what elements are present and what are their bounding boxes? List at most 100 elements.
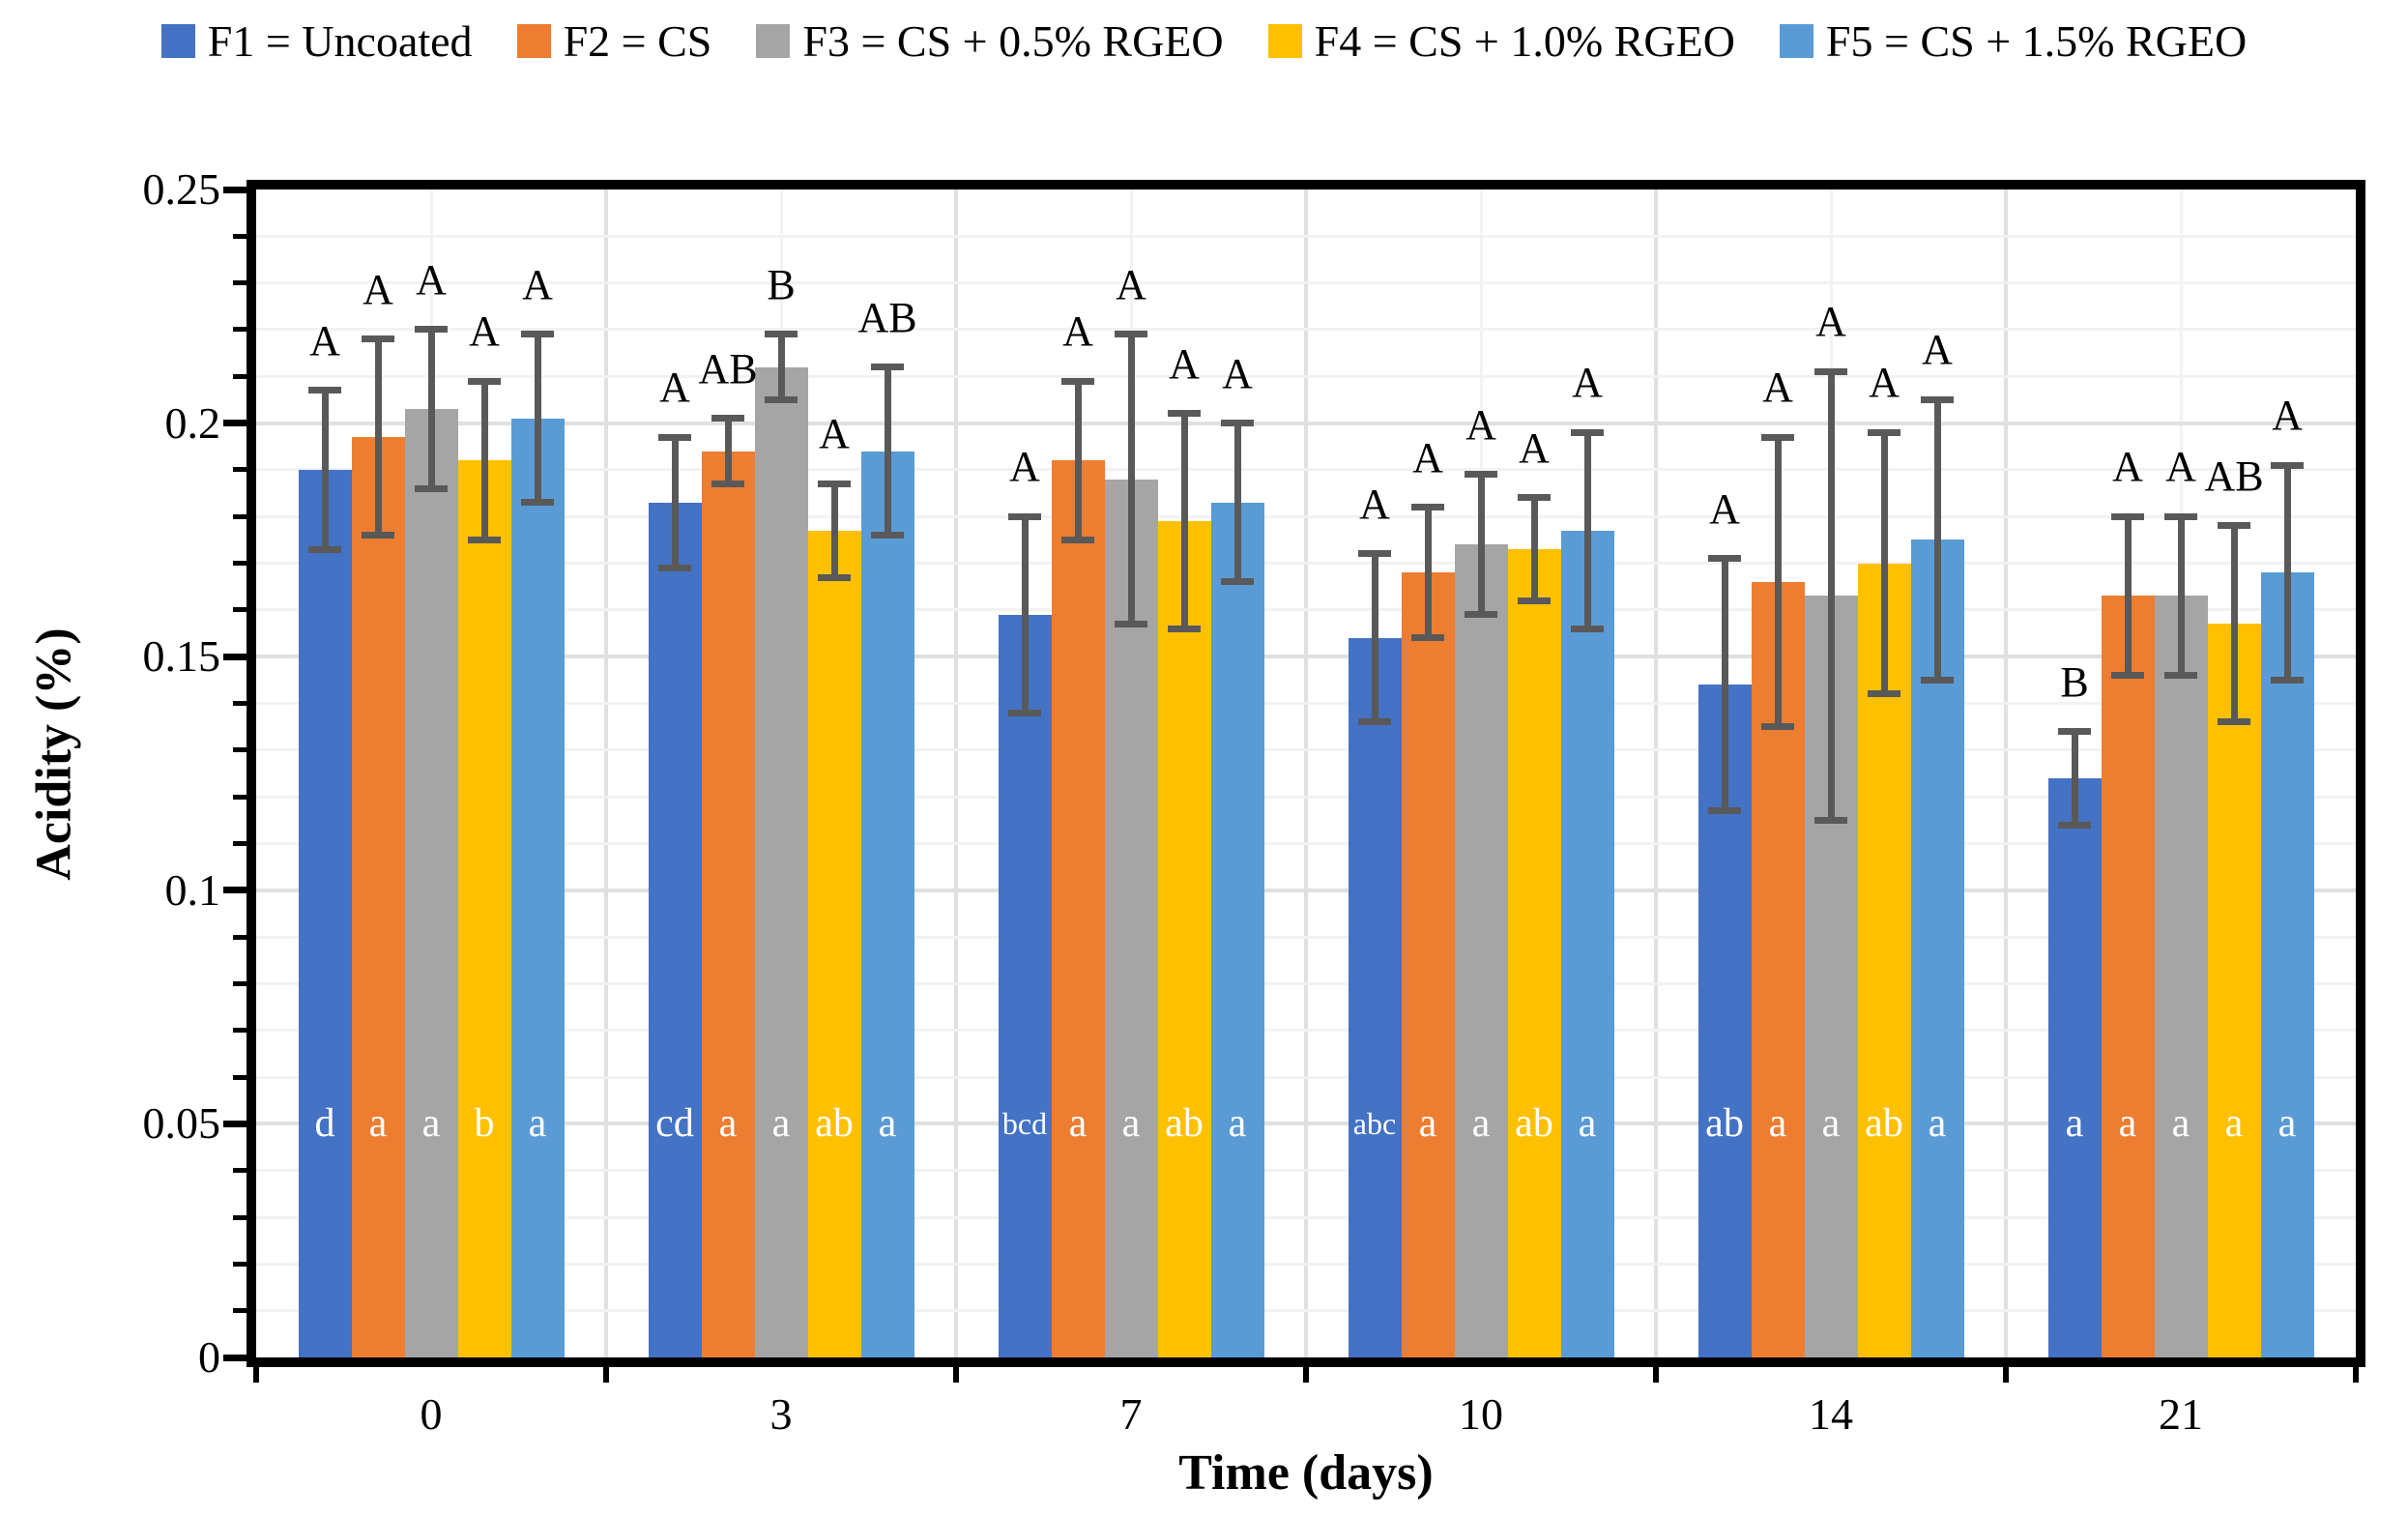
y-tick-major bbox=[223, 420, 247, 427]
error-bar-F4-day10 bbox=[1530, 497, 1538, 601]
gridline-h-minor bbox=[256, 281, 2356, 285]
error-cap-top-F5-day14 bbox=[1921, 395, 1954, 403]
error-cap-bottom-F1-day10 bbox=[1358, 718, 1391, 726]
legend: F1 = Uncoated F2 = CS F3 = CS + 0.5% RGEO F… bbox=[0, 15, 2408, 67]
gridline-h-minor bbox=[256, 234, 2356, 238]
legend-swatch-F5 bbox=[1779, 24, 1813, 58]
error-bar-F5-day21 bbox=[2283, 465, 2291, 681]
bar-F4-day3 bbox=[807, 530, 861, 1357]
error-cap-bottom-F4-day14 bbox=[1868, 690, 1900, 698]
error-cap-bottom-F3-day14 bbox=[1814, 816, 1847, 824]
sig-letter-above-F4-day14: A bbox=[1869, 359, 1900, 407]
bar-F2-day21 bbox=[2101, 596, 2155, 1357]
y-tick-major bbox=[223, 653, 247, 660]
error-cap-top-F4-day7 bbox=[1168, 410, 1201, 418]
sig-letter-above-F4-day10: A bbox=[1519, 423, 1550, 472]
y-tick-minor bbox=[233, 1308, 247, 1314]
sig-letter-inside-F3-day3: a bbox=[771, 1101, 791, 1147]
sig-letter-inside-F1-day21: a bbox=[2065, 1101, 2084, 1147]
error-cap-bottom-F1-day21 bbox=[2058, 821, 2091, 829]
sig-letter-inside-F2-day14: a bbox=[1768, 1101, 1787, 1147]
sig-letter-inside-F5-day21: a bbox=[2277, 1101, 2297, 1147]
bar-F4-day21 bbox=[2207, 624, 2261, 1357]
y-tick-label-0: 0 bbox=[198, 1332, 220, 1382]
y-tick-label-0.05: 0.05 bbox=[142, 1098, 221, 1149]
y-tick-minor bbox=[233, 794, 247, 800]
x-tick-label-21: 21 bbox=[2159, 1389, 2203, 1439]
gridline-h-minor bbox=[256, 1215, 2356, 1219]
error-cap-bottom-F3-day0 bbox=[415, 484, 448, 492]
sig-letter-above-F3-day14: A bbox=[1815, 298, 1846, 346]
gridline-h-minor bbox=[256, 795, 2356, 799]
bar-F4-day10 bbox=[1507, 549, 1561, 1357]
error-cap-top-F1-day7 bbox=[1008, 512, 1041, 520]
sig-letter-above-F2-day7: A bbox=[1062, 307, 1093, 356]
sig-letter-inside-F2-day10: a bbox=[1418, 1101, 1437, 1147]
sig-letter-above-F2-day10: A bbox=[1412, 433, 1443, 481]
error-bar-F1-day14 bbox=[1721, 558, 1728, 811]
sig-letter-inside-F5-day14: a bbox=[1928, 1101, 1947, 1147]
x-tick-label-14: 14 bbox=[1809, 1389, 1853, 1439]
sig-letter-above-F1-day10: A bbox=[1359, 480, 1390, 528]
gridline-h-minor bbox=[256, 1075, 2356, 1079]
sig-letter-inside-F1-day14: ab bbox=[1705, 1101, 1744, 1147]
y-tick-major bbox=[223, 186, 247, 193]
error-cap-top-F4-day14 bbox=[1868, 428, 1900, 436]
bar-F1-day7 bbox=[998, 614, 1052, 1357]
sig-letter-above-F4-day7: A bbox=[1169, 339, 1200, 388]
bar-F2-day10 bbox=[1401, 572, 1455, 1357]
error-bar-F5-day14 bbox=[1933, 399, 1941, 681]
error-cap-bottom-F3-day3 bbox=[765, 395, 798, 403]
error-cap-top-F1-day21 bbox=[2058, 728, 2091, 735]
legend-entry-F5: F5 = CS + 1.5% RGEO bbox=[1779, 15, 2247, 67]
bar-F3-day0 bbox=[404, 409, 458, 1357]
x-tick-boundary bbox=[1653, 1367, 1659, 1383]
sig-letter-above-F5-day3: AB bbox=[857, 293, 917, 341]
sig-letter-above-F1-day21: B bbox=[2060, 657, 2089, 706]
y-tick-minor bbox=[233, 513, 247, 519]
error-cap-bottom-F4-day21 bbox=[2218, 718, 2250, 726]
sig-letter-above-F2-day21: A bbox=[2112, 443, 2143, 491]
error-cap-bottom-F4-day0 bbox=[468, 536, 501, 543]
y-tick-minor bbox=[233, 233, 247, 239]
bar-F2-day3 bbox=[701, 451, 755, 1357]
bar-F1-day0 bbox=[298, 469, 352, 1357]
bar-F5-day21 bbox=[2260, 572, 2314, 1357]
y-tick-minor bbox=[233, 373, 247, 379]
sig-letter-inside-F4-day7: ab bbox=[1165, 1101, 1204, 1147]
y-tick-label-0.1: 0.1 bbox=[164, 864, 221, 915]
error-cap-bottom-F5-day10 bbox=[1571, 625, 1604, 632]
error-bar-F5-day0 bbox=[534, 334, 541, 503]
x-tick-boundary bbox=[2003, 1367, 2009, 1383]
sig-letter-above-F1-day14: A bbox=[1709, 484, 1740, 533]
gridline-h-minor bbox=[256, 1029, 2356, 1033]
error-cap-bottom-F1-day7 bbox=[1008, 709, 1041, 716]
error-bar-F4-day3 bbox=[830, 483, 838, 578]
error-bar-F1-day0 bbox=[321, 390, 329, 550]
sig-letter-above-F5-day21: A bbox=[2272, 392, 2303, 440]
error-cap-bottom-F2-day14 bbox=[1761, 723, 1794, 731]
error-cap-bottom-F2-day3 bbox=[711, 480, 744, 487]
sig-letter-inside-F2-day21: a bbox=[2118, 1101, 2137, 1147]
sig-letter-above-F5-day10: A bbox=[1572, 359, 1603, 407]
error-cap-top-F2-day21 bbox=[2111, 512, 2144, 520]
error-cap-top-F1-day14 bbox=[1708, 555, 1741, 563]
error-bar-F2-day7 bbox=[1074, 381, 1082, 540]
legend-label-F3: F3 = CS + 0.5% RGEO bbox=[802, 16, 1224, 66]
gridline-h-minor bbox=[256, 748, 2356, 752]
error-bar-F3-day14 bbox=[1827, 371, 1835, 821]
bar-F5-day10 bbox=[1560, 530, 1614, 1357]
x-tick-boundary bbox=[2353, 1367, 2359, 1383]
error-bar-F1-day7 bbox=[1021, 516, 1029, 714]
sig-letter-inside-F1-day7: bcd bbox=[1001, 1106, 1048, 1142]
error-cap-top-F3-day10 bbox=[1465, 471, 1497, 479]
bar-F2-day7 bbox=[1051, 460, 1105, 1357]
y-tick-minor bbox=[233, 280, 247, 286]
error-bar-F5-day10 bbox=[1583, 432, 1591, 629]
error-cap-top-F4-day0 bbox=[468, 377, 501, 385]
error-bar-F1-day3 bbox=[671, 437, 679, 568]
sig-letter-above-F5-day14: A bbox=[1922, 326, 1953, 374]
legend-label-F2: F2 = CS bbox=[563, 16, 712, 66]
error-bar-F2-day0 bbox=[374, 338, 382, 536]
sig-letter-above-F2-day14: A bbox=[1762, 364, 1793, 412]
